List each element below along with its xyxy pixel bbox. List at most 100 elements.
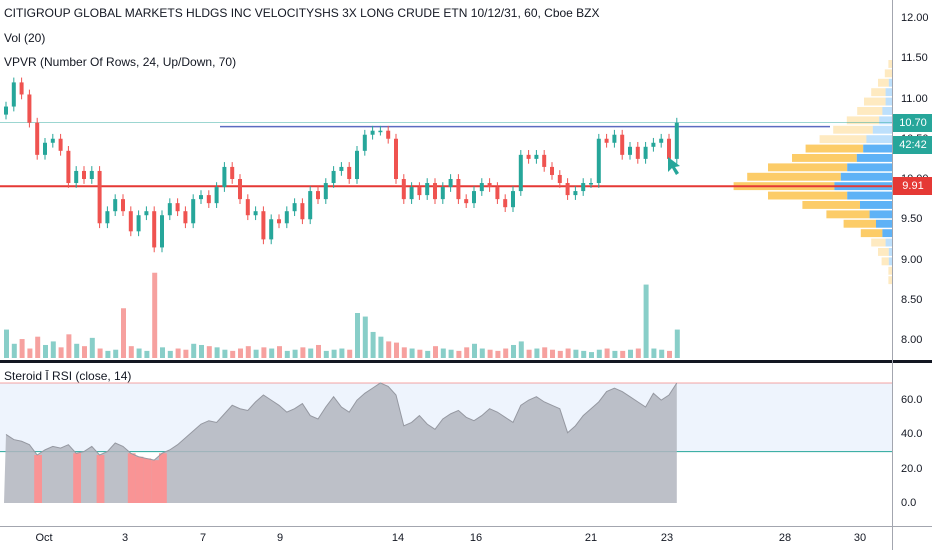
volume-bar [50, 341, 56, 358]
candle-body [82, 170, 86, 179]
rsi-pane[interactable]: Steroid Ī RSI (close, 14) [0, 363, 892, 526]
volume-bar [331, 349, 337, 358]
volume-profile-bar [871, 88, 886, 97]
vol-legend[interactable]: Vol (20) [4, 31, 46, 45]
price-chart-pane[interactable]: CITIGROUP GLOBAL MARKETS HLDGS INC VELOC… [0, 0, 892, 360]
candle-body [518, 154, 523, 192]
volume-profile-bar [888, 248, 892, 256]
candle-body [19, 82, 24, 95]
candle-body [386, 130, 391, 139]
rsi-oversold-bar [143, 458, 152, 503]
price-chart-canvas[interactable] [0, 0, 892, 360]
volume-profile-bar [833, 125, 873, 134]
volume-profile-bar [860, 201, 892, 209]
volume-profile-bar [792, 154, 857, 162]
volume-bar [433, 346, 438, 358]
volume-profile-bar [876, 219, 892, 228]
rsi-oversold-bar [96, 455, 105, 503]
price-tick-label: 12.00 [901, 12, 929, 24]
rsi-chart-canvas[interactable] [0, 363, 892, 526]
pane-separator[interactable] [0, 360, 932, 363]
volume-bar [503, 348, 509, 358]
volume-bar [394, 342, 399, 358]
volume-bar [604, 348, 610, 358]
time-tick-label: 28 [778, 532, 792, 544]
volume-bar [238, 348, 243, 358]
candle-body [89, 170, 94, 179]
candle-body [479, 183, 484, 192]
volume-profile-bar [888, 60, 892, 68]
candle-body [589, 183, 593, 185]
candle-body [214, 187, 219, 204]
volume-bar [612, 350, 618, 358]
volume-bar [620, 350, 626, 358]
countdown-tag: 42:42 [893, 135, 932, 154]
candle-body [121, 199, 125, 212]
volume-profile-bar [872, 125, 892, 134]
volume-bar [674, 329, 680, 358]
volume-profile-bar [888, 276, 892, 285]
volume-profile-bar [863, 144, 892, 153]
volume-bar [667, 350, 672, 358]
volume-bar [464, 347, 470, 358]
volume-bar [121, 308, 126, 358]
candle-body [136, 215, 141, 232]
candle-body [105, 211, 110, 224]
volume-profile-bar [879, 116, 892, 125]
candle-body [495, 187, 500, 200]
candle-body [565, 183, 570, 196]
volume-bar [581, 350, 587, 358]
price-axis[interactable]: 12.0011.5011.0010.5010.009.509.008.508.0… [892, 0, 932, 526]
volume-bar [105, 350, 111, 358]
time-tick-label: 30 [853, 532, 867, 544]
volume-profile-bar [885, 88, 892, 97]
volume-bar [167, 350, 173, 358]
candle-body [206, 195, 211, 204]
candle-body [511, 191, 515, 208]
volume-profile-bar [871, 238, 886, 247]
rsi-tick-label: 20.0 [901, 462, 923, 475]
volume-profile-bar [768, 163, 848, 172]
volume-bar [386, 341, 392, 358]
candle-body [175, 203, 180, 212]
volume-bar [261, 347, 267, 358]
rsi-oversold-bar [159, 453, 167, 503]
candle-body [269, 219, 274, 240]
volume-bar [206, 346, 212, 358]
candle-body [43, 142, 47, 155]
candle-body [651, 142, 656, 147]
candle-body [66, 150, 71, 184]
candle-body [557, 174, 562, 184]
volume-bar [277, 346, 282, 358]
volume-bar [401, 347, 407, 358]
candle-body [534, 154, 539, 159]
candle-body [144, 211, 149, 216]
rsi-legend[interactable]: Steroid Ī RSI (close, 14) [4, 369, 132, 383]
volume-profile-bar [768, 191, 848, 200]
candle-body [199, 195, 203, 200]
time-tick-label: 14 [391, 532, 405, 544]
volume-bar [300, 347, 306, 358]
candle-body [425, 183, 430, 196]
candle-body [300, 203, 305, 220]
candle-body [433, 183, 437, 200]
candle-body [261, 211, 266, 240]
volume-bar [35, 336, 41, 358]
volume-profile-bar [857, 107, 883, 115]
time-axis[interactable]: Oct 3 7 9 14 16 21 23 28 30 [0, 526, 892, 550]
volume-profile-bar [846, 116, 880, 125]
volume-bar [347, 349, 353, 358]
price-tick-label: 9.00 [901, 253, 923, 266]
volume-bar [97, 348, 103, 358]
volume-bar [425, 350, 431, 358]
cursor-arrow-icon [668, 157, 680, 175]
volume-profile-bar [885, 238, 892, 247]
volume-bar [292, 349, 298, 358]
vpvr-legend[interactable]: VPVR (Number Of Rows, 24, Up/Down, 70) [4, 55, 237, 69]
volume-bar [511, 344, 516, 358]
candle-body [191, 199, 196, 224]
time-tick-label: 16 [469, 532, 483, 544]
volume-bar [355, 313, 360, 358]
candle-body [573, 191, 578, 196]
candle-body [230, 166, 235, 179]
